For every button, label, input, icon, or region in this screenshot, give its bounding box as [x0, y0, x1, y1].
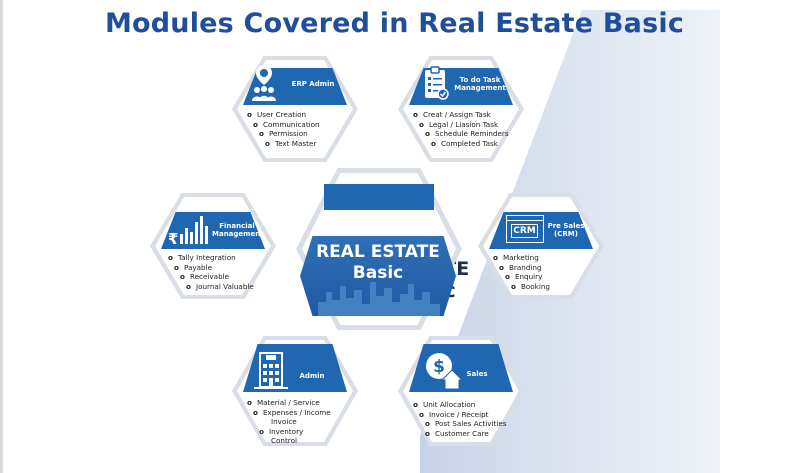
label-line-2: Management	[454, 84, 506, 92]
list-item: Post Sales Activities	[413, 419, 507, 429]
module-items: Unit Allocation Invoice / Receipt Post S…	[413, 400, 507, 439]
rupee-chart-icon: ₹	[168, 216, 208, 246]
list-item: Control	[247, 436, 331, 446]
team-icon	[252, 65, 276, 101]
list-item: Permission	[247, 129, 320, 139]
module-label: Sales	[466, 370, 488, 378]
list-item: Invoice / Receipt	[413, 410, 506, 420]
list-item: User Creation	[247, 110, 320, 120]
list-item: Receivable	[168, 272, 254, 282]
label-line-1: Financial	[219, 222, 255, 230]
svg-text:₹: ₹	[168, 230, 178, 246]
center-title-line-1: REAL ESTATE	[316, 242, 440, 262]
city-skyline-image	[318, 282, 440, 316]
center-top-band	[324, 184, 434, 210]
module-label: Pre Sales (CRM)	[544, 222, 588, 238]
label-line-2: (CRM)	[554, 230, 578, 238]
list-item: Unit Allocation	[413, 400, 506, 410]
list-item: Marketing	[493, 253, 550, 263]
list-item: Journal Valuable	[168, 282, 254, 292]
module-items: Creat / Assign Task Legal / Liasion Task…	[413, 110, 509, 148]
module-label: Admin	[299, 372, 325, 380]
module-items: Marketing Branding Enquiry Booking	[493, 253, 550, 291]
list-item: Schedule Reminders	[413, 129, 509, 139]
label-line-1: Pre Sales	[547, 222, 585, 230]
crm-window-icon: CRM	[506, 215, 544, 243]
list-item: Expenses / Income	[247, 408, 331, 418]
module-label: To do Task Management	[450, 76, 510, 92]
module-items: Material / Service Expenses / Income Inv…	[247, 398, 331, 446]
list-item-text: Invoice	[271, 417, 297, 426]
window-titlebar	[507, 216, 543, 221]
list-item: Inventory	[247, 427, 331, 437]
module-items: Tally Integration Payable Receivable Jou…	[168, 253, 254, 291]
label-line-1: To do Task	[459, 76, 501, 84]
list-item: Legal / Liasion Task	[413, 120, 509, 130]
list-item-text: Control	[271, 436, 297, 445]
svg-text:$: $	[433, 357, 445, 377]
clipboard-icon	[425, 66, 449, 100]
list-item: Booking	[493, 282, 550, 292]
module-band	[161, 212, 265, 249]
list-item: Tally Integration	[168, 253, 254, 263]
list-item: Text Master	[247, 139, 320, 149]
module-items: User Creation Communication Permission T…	[247, 110, 320, 148]
module-label: ERP Admin	[291, 80, 335, 88]
list-item: Communication	[247, 120, 320, 130]
center-title: REAL ESTATE Basic	[300, 242, 456, 284]
list-item: Enquiry	[493, 272, 550, 282]
list-item: Invoice	[247, 417, 331, 427]
left-border	[0, 0, 3, 473]
list-item: Completed Task	[413, 139, 509, 149]
list-item: Creat / Assign Task	[413, 110, 509, 120]
building-icon	[254, 352, 288, 389]
page-title: Modules Covered in Real Estate Basic	[104, 8, 685, 39]
module-label: Financial Management	[212, 222, 264, 238]
center-title-line-2: Basic	[352, 263, 404, 283]
dollar-house-icon: $	[426, 353, 464, 390]
label-line-2: Management	[212, 230, 264, 238]
list-item: Material / Service	[247, 398, 331, 408]
crm-badge: CRM	[511, 224, 538, 238]
list-item: Customer Care	[413, 429, 506, 439]
list-item: Branding	[493, 263, 550, 273]
list-item: Payable	[168, 263, 254, 273]
